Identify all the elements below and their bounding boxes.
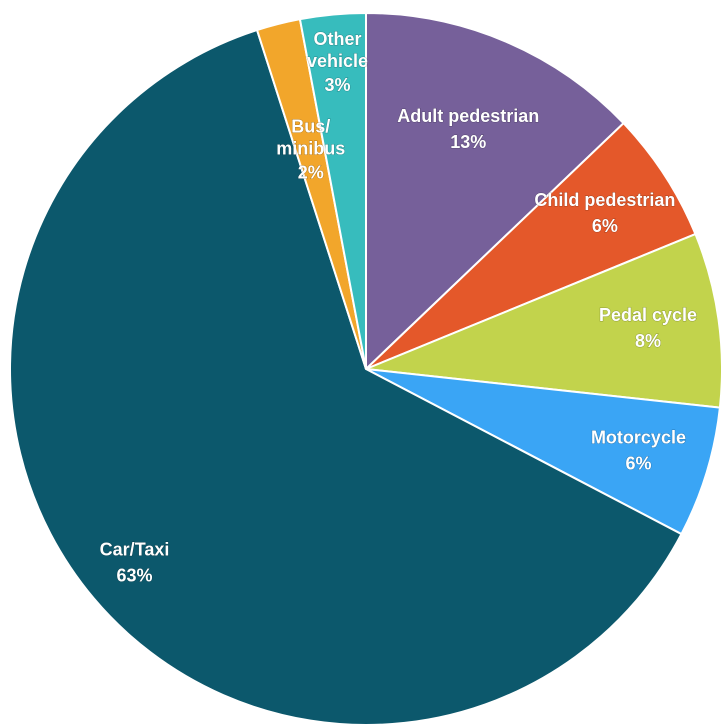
slice-value-label: 63% xyxy=(117,566,153,586)
pie-slice xyxy=(365,11,625,372)
pie-slice xyxy=(365,368,721,536)
pie-slice xyxy=(365,121,697,370)
slice-value-label: 2% xyxy=(298,162,324,182)
slice-value-label: 3% xyxy=(324,75,350,95)
slice-label: Pedal cycle xyxy=(599,305,697,325)
slice-label: Other vehicle xyxy=(307,29,368,71)
slice-label: Child pedestrian xyxy=(534,190,675,210)
slice-label: Motorcycle xyxy=(591,428,686,448)
slice-label: Car/Taxi xyxy=(100,540,170,560)
pie-slice xyxy=(298,11,367,370)
slice-value-label: 13% xyxy=(450,132,486,152)
slice-label: Adult pedestrian xyxy=(397,106,539,126)
slice-value-label: 8% xyxy=(635,331,661,351)
pie-slice xyxy=(9,28,683,726)
slice-label: Bus/minibus xyxy=(276,116,345,158)
slice-value-label: 6% xyxy=(592,216,618,236)
slice-value-label: 6% xyxy=(625,454,651,474)
